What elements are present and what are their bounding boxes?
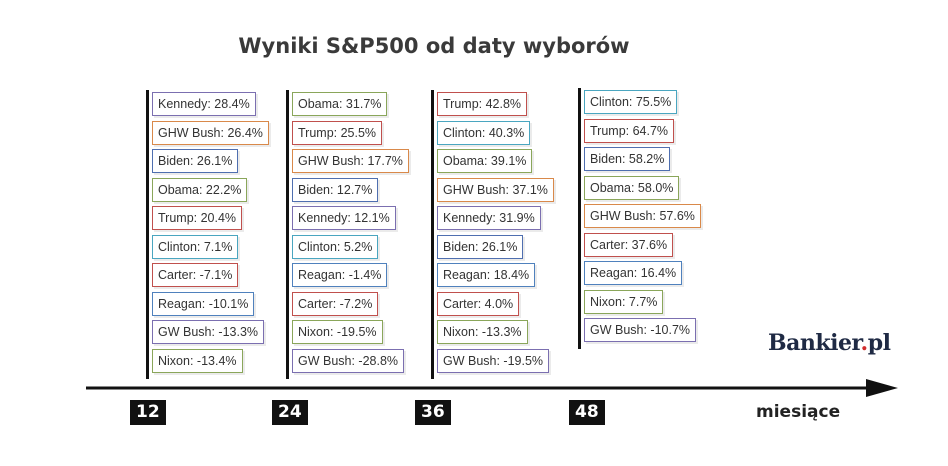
result-box: Biden: 12.7% [292,177,379,202]
result-box: Reagan: -1.4% [292,263,388,287]
column-line [146,90,149,379]
chart-title: Wyniki S&P500 od daty wyborów [238,34,630,58]
logo-suffix: pl [867,330,891,356]
result-box: Trump: 25.5% [292,120,383,145]
tick-label-36: 36 [415,400,451,425]
tick-label-24: 24 [272,400,308,425]
result-box: Kennedy: 12.1% [292,206,396,230]
result-box: Biden: 26.1% [152,149,239,173]
result-box: Nixon: -13.4% [152,348,243,373]
tick-label-48: 48 [569,400,605,425]
column-line [286,90,289,379]
result-box: Nixon: 7.7% [584,289,664,314]
result-box: Clinton: 5.2% [292,234,379,259]
result-box: Kennedy: 28.4% [152,92,256,116]
result-box: GHW Bush: 17.7% [292,149,409,173]
result-box: Clinton: 75.5% [584,90,678,114]
result-box: GW Bush: -13.3% [152,320,265,344]
tick-label-12: 12 [130,400,166,425]
result-box: Reagan: 16.4% [584,261,683,285]
result-box: Reagan: -10.1% [152,291,255,316]
result-box: Kennedy: 31.9% [437,206,541,230]
column-line [431,90,434,379]
result-box: GW Bush: -10.7% [584,318,697,342]
result-box: Clinton: 7.1% [152,234,239,259]
result-box: GW Bush: -19.5% [437,348,550,373]
result-box: Carter: 37.6% [584,232,674,257]
result-box: Carter: 4.0% [437,291,520,316]
result-box: Trump: 20.4% [152,206,243,230]
result-box: GHW Bush: 26.4% [152,120,269,145]
result-box: Trump: 64.7% [584,118,675,143]
result-box: Obama: 39.1% [437,149,533,173]
axis-arrowhead [866,379,898,397]
result-box: Nixon: -13.3% [437,320,528,344]
result-box: GHW Bush: 57.6% [584,204,701,228]
result-box: Biden: 26.1% [437,234,524,259]
logo-dot: . [860,330,869,356]
result-box: Nixon: -19.5% [292,320,383,344]
result-box: GHW Bush: 37.1% [437,177,554,202]
result-box: GW Bush: -28.8% [292,348,405,373]
bankier-logo: Bankier.pl [768,330,891,356]
result-box: Reagan: 18.4% [437,263,536,287]
column-line [578,88,581,349]
result-box: Carter: -7.1% [152,263,239,287]
result-box: Obama: 31.7% [292,92,388,116]
axis-label: miesiące [756,402,841,422]
result-box: Biden: 58.2% [584,147,671,171]
result-box: Trump: 42.8% [437,92,528,116]
logo-main: Bankier [768,330,861,356]
result-box: Clinton: 40.3% [437,120,531,145]
result-box: Obama: 58.0% [584,175,680,200]
result-box: Obama: 22.2% [152,177,248,202]
result-box: Carter: -7.2% [292,291,379,316]
